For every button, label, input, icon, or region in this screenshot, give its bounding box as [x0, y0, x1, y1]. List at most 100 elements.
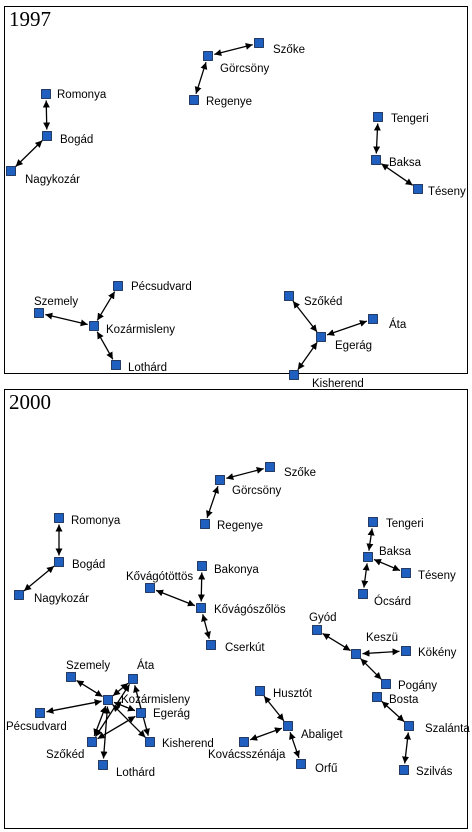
- node-marker: [358, 589, 368, 599]
- node-marker: [41, 89, 51, 99]
- node-label: Lothárd: [128, 362, 167, 374]
- node-marker: [6, 166, 16, 176]
- node-label: Husztót: [273, 688, 313, 700]
- node-marker: [98, 760, 108, 770]
- node-label: Kökény: [418, 647, 457, 659]
- node-marker: [89, 321, 99, 331]
- node-label: Kisherend: [162, 738, 214, 750]
- node-label: Bogád: [60, 134, 93, 146]
- node-marker: [145, 583, 155, 593]
- node-marker: [296, 759, 306, 769]
- node-marker: [215, 475, 225, 485]
- node-label: Téseny: [428, 186, 466, 198]
- node-marker: [413, 184, 423, 194]
- node-marker: [111, 360, 121, 370]
- node-label: Szőkéd: [46, 749, 84, 761]
- node-marker: [368, 517, 378, 527]
- node-label: Romonya: [57, 89, 107, 101]
- edge-0-4: [373, 123, 381, 154]
- node-label: Görcsöny: [220, 63, 269, 75]
- edge-1-11: [362, 648, 400, 657]
- node-marker: [196, 603, 206, 613]
- node-marker: [136, 708, 146, 718]
- node-label: Pécsudvard: [131, 281, 192, 293]
- network-panel-1997: 1997: [4, 6, 468, 374]
- node-label: Keszü: [366, 632, 398, 644]
- node-marker: [254, 38, 264, 48]
- node-label: Szőkéd: [304, 296, 342, 308]
- edge-0-11: [297, 341, 318, 371]
- edge-0-6: [96, 291, 116, 321]
- node-label: Regenye: [206, 96, 252, 108]
- node-marker: [372, 692, 382, 702]
- node-label: Pogány: [398, 680, 437, 692]
- edge-1-24: [249, 727, 283, 741]
- node-marker: [34, 308, 44, 318]
- node-label: Tengeri: [391, 113, 429, 125]
- node-marker: [189, 95, 199, 105]
- node-marker: [284, 291, 294, 301]
- edge-1-5: [373, 558, 401, 572]
- node-marker: [103, 695, 113, 705]
- node-marker: [283, 721, 293, 731]
- node-label: Szőke: [273, 44, 305, 56]
- node-label: Nagykozár: [25, 174, 80, 186]
- node-label: Görcsöny: [232, 485, 281, 497]
- edge-1-23: [263, 695, 285, 722]
- edge-1-8: [155, 589, 196, 607]
- edge-1-9: [201, 614, 211, 639]
- network-panel-2000: 2000: [4, 389, 468, 829]
- node-marker: [351, 649, 361, 659]
- node-label: Baksa: [389, 157, 422, 169]
- node-marker: [14, 590, 24, 600]
- node-label: Szalánta: [425, 723, 470, 735]
- edge-layer: [15, 42, 414, 764]
- node-label: Kovácsszénája: [208, 749, 286, 761]
- node-marker: [35, 708, 45, 718]
- edge-1-12: [360, 658, 382, 680]
- node-marker: [401, 568, 411, 578]
- node-marker: [363, 552, 373, 562]
- node-marker: [373, 112, 383, 122]
- node-marker: [42, 131, 52, 141]
- node-label: Kővágószőlös: [214, 604, 286, 616]
- edge-0-7: [45, 312, 88, 327]
- edge-0-0: [214, 42, 253, 57]
- edge-0-2: [42, 100, 51, 130]
- edge-1-7: [197, 572, 206, 602]
- year-label: 2000: [9, 390, 51, 414]
- edge-0-9: [292, 300, 318, 333]
- node-label: Regenye: [217, 520, 263, 532]
- node-marker: [316, 332, 326, 342]
- node-label: Kozármisleny: [121, 694, 190, 706]
- node-marker: [404, 721, 414, 731]
- edge-1-10: [322, 632, 351, 652]
- edge-1-22: [97, 715, 136, 740]
- node-label: Egerág: [335, 340, 372, 352]
- node-label: Lothárd: [116, 767, 155, 779]
- node-marker: [312, 625, 322, 635]
- node-label: Áta: [137, 659, 155, 672]
- node-label: Abaliget: [301, 729, 343, 741]
- node-marker: [239, 737, 249, 747]
- node-marker: [54, 557, 64, 567]
- node-label: Kisherend: [312, 378, 364, 390]
- node-marker: [197, 561, 207, 571]
- node-marker: [381, 679, 391, 689]
- edge-1-16: [46, 699, 102, 714]
- edge-0-8: [96, 331, 114, 360]
- edge-1-6: [361, 563, 370, 588]
- node-marker: [145, 737, 155, 747]
- node-label: Nagykozár: [34, 593, 89, 605]
- label-layer: SzőkeGörcsönyRegenyeRomonyaBogádNagykozá…: [6, 44, 470, 779]
- node-label: Baksa: [379, 546, 412, 558]
- node-label: Téseny: [418, 570, 456, 582]
- node-layer: [6, 38, 423, 775]
- node-label: Cserkút: [225, 642, 265, 654]
- edge-1-1: [206, 485, 219, 519]
- edge-0-1: [194, 62, 208, 94]
- node-label: Bosta: [389, 694, 419, 706]
- node-label: Szőke: [284, 467, 316, 479]
- node-marker: [289, 370, 299, 380]
